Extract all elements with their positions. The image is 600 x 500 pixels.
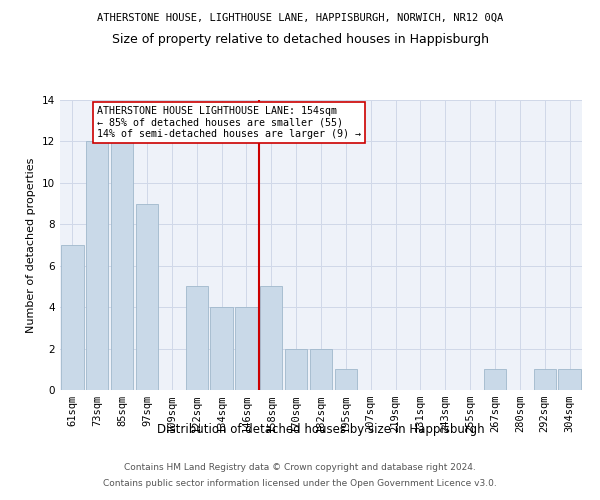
Text: ATHERSTONE HOUSE, LIGHTHOUSE LANE, HAPPISBURGH, NORWICH, NR12 0QA: ATHERSTONE HOUSE, LIGHTHOUSE LANE, HAPPI… xyxy=(97,12,503,22)
Bar xyxy=(310,348,332,390)
Bar xyxy=(185,286,208,390)
Bar xyxy=(559,370,581,390)
Bar xyxy=(285,348,307,390)
Text: Distribution of detached houses by size in Happisburgh: Distribution of detached houses by size … xyxy=(157,422,485,436)
Text: Contains public sector information licensed under the Open Government Licence v3: Contains public sector information licen… xyxy=(103,478,497,488)
Bar xyxy=(211,307,233,390)
Text: ATHERSTONE HOUSE LIGHTHOUSE LANE: 154sqm
← 85% of detached houses are smaller (5: ATHERSTONE HOUSE LIGHTHOUSE LANE: 154sqm… xyxy=(97,106,361,140)
Bar xyxy=(235,307,257,390)
Bar xyxy=(335,370,357,390)
Bar xyxy=(260,286,283,390)
Y-axis label: Number of detached properties: Number of detached properties xyxy=(26,158,37,332)
Bar xyxy=(86,142,109,390)
Bar xyxy=(111,142,133,390)
Bar xyxy=(136,204,158,390)
Text: Contains HM Land Registry data © Crown copyright and database right 2024.: Contains HM Land Registry data © Crown c… xyxy=(124,464,476,472)
Bar xyxy=(484,370,506,390)
Bar xyxy=(533,370,556,390)
Text: Size of property relative to detached houses in Happisburgh: Size of property relative to detached ho… xyxy=(112,32,488,46)
Bar xyxy=(61,245,83,390)
